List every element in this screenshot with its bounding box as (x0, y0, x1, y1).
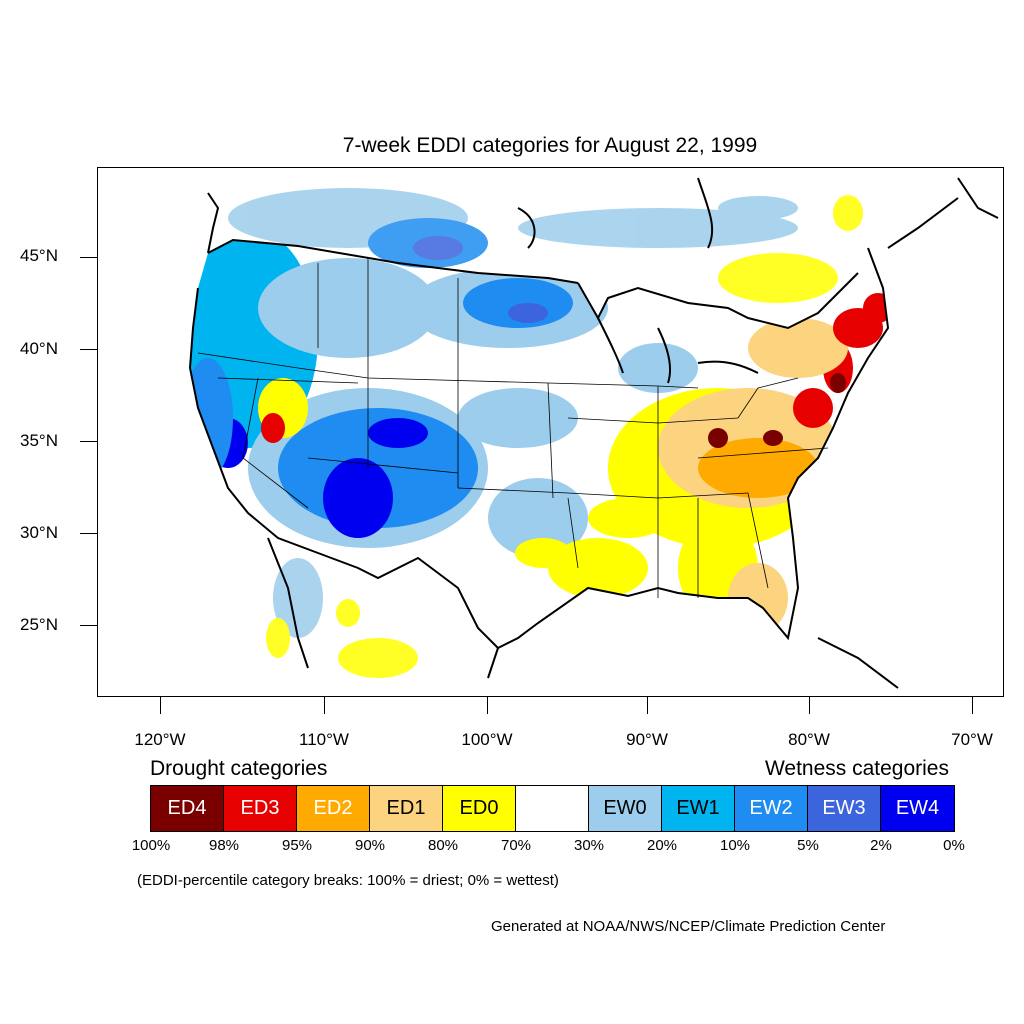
percent-break-label: 95% (281, 837, 313, 854)
map-plot-area (97, 167, 1004, 697)
percent-break-label: 0% (943, 837, 965, 854)
percent-break-label: 100% (131, 837, 171, 854)
lat-tick (80, 349, 97, 350)
legend-box-ed0: ED0 (443, 786, 516, 831)
lon-label-80w: 80°W (788, 730, 830, 749)
percent-break-label: 5% (797, 837, 819, 854)
legend-box-ew0: EW0 (589, 786, 662, 831)
credit-line: Generated at NOAA/NWS/NCEP/Climate Predi… (491, 918, 886, 935)
lat-tick (80, 625, 97, 626)
lon-tick (324, 697, 325, 714)
lon-tick (160, 697, 161, 714)
lon-tick (972, 697, 973, 714)
legend-box-ew1: EW1 (662, 786, 735, 831)
wetness-heading: Wetness categories (764, 757, 949, 780)
legend-box-neutral (516, 786, 589, 831)
lon-label-120w: 120°W (134, 730, 186, 749)
legend-box-ew2: EW2 (735, 786, 808, 831)
eddi-map (188, 177, 999, 689)
percent-break-label: 10% (719, 837, 751, 854)
percent-break-label: 98% (208, 837, 240, 854)
percent-break-label: 70% (500, 837, 532, 854)
percent-break-label: 30% (573, 837, 605, 854)
legend-box-ed2: ED2 (297, 786, 370, 831)
legend-color-bar: ED4 ED3 ED2 ED1 ED0 EW0 EW1 EW2 EW3 EW4 (150, 785, 955, 832)
percent-break-label: 80% (427, 837, 459, 854)
lat-label-40: 40°N (20, 339, 58, 358)
lon-tick (809, 697, 810, 714)
lon-label-70w: 70°W (951, 730, 993, 749)
lon-tick (487, 697, 488, 714)
category-note: (EDDI-percentile category breaks: 100% =… (137, 872, 559, 889)
legend-box-ew3: EW3 (808, 786, 881, 831)
legend-box-ed4: ED4 (151, 786, 224, 831)
lat-tick (80, 257, 97, 258)
legend-box-ew4: EW4 (881, 786, 954, 831)
lon-label-100w: 100°W (461, 730, 513, 749)
lon-label-110w: 110°W (299, 730, 349, 749)
lat-tick (80, 533, 97, 534)
map-title: 7-week EDDI categories for August 22, 19… (342, 134, 758, 157)
lat-tick (80, 441, 97, 442)
legend-box-ed1: ED1 (370, 786, 443, 831)
drought-heading: Drought categories (150, 757, 328, 780)
legend-box-ed3: ED3 (224, 786, 297, 831)
lat-label-25: 25°N (20, 615, 58, 634)
lat-label-30: 30°N (20, 523, 58, 542)
percent-break-label: 2% (870, 837, 892, 854)
percent-break-label: 90% (354, 837, 386, 854)
lat-label-35: 35°N (20, 431, 58, 450)
lon-label-90w: 90°W (626, 730, 668, 749)
percent-break-label: 20% (646, 837, 678, 854)
lat-label-45: 45°N (20, 246, 58, 265)
lon-tick (647, 697, 648, 714)
